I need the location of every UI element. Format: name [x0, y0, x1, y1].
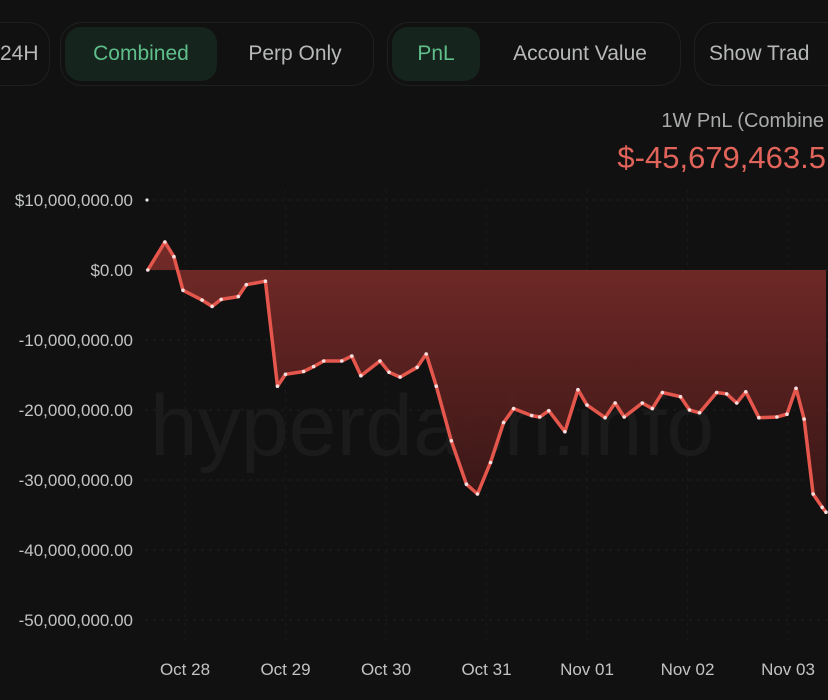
cursor-dot [145, 198, 149, 202]
data-point [537, 415, 542, 419]
data-point [824, 510, 828, 514]
x-tick-label: Oct 28 [160, 660, 210, 679]
pnl-summary-value: $-45,679,463.5 [617, 140, 826, 175]
data-point [622, 415, 626, 419]
data-point [311, 364, 316, 369]
data-point [714, 390, 719, 395]
y-tick-label: $10,000,000.00 [15, 191, 133, 210]
data-point [488, 460, 493, 465]
data-point [146, 268, 150, 272]
data-point [181, 288, 185, 293]
data-point [802, 417, 806, 421]
data-point [263, 279, 268, 284]
data-point [724, 392, 729, 396]
combined-button[interactable]: Combined [65, 27, 217, 81]
x-tick-label: Oct 29 [260, 660, 310, 679]
account-value-button[interactable]: Account Value [513, 42, 647, 65]
range-24h-button[interactable]: 24H [0, 42, 39, 65]
data-point [424, 352, 429, 356]
grid-lines [145, 190, 828, 640]
data-point [757, 415, 761, 420]
data-point [547, 408, 551, 413]
data-point [660, 390, 665, 395]
data-point [475, 492, 480, 496]
data-point [820, 505, 824, 510]
y-axis: $10,000,000.00 $0.00 -10,000,000.00 -20,000… [15, 191, 133, 630]
show-trades-group: Show Trad [694, 22, 828, 86]
data-point [434, 384, 439, 389]
watermark: hyperdash.info [150, 378, 714, 474]
pnl-summary-title: 1W PnL (Combine [661, 110, 824, 132]
data-point [464, 482, 469, 487]
data-point [794, 386, 798, 391]
data-point [775, 415, 779, 419]
x-axis: Oct 28 Oct 29 Oct 30 Oct 31 Nov 01 Nov 02 Nov … [160, 660, 815, 679]
data-point [359, 373, 363, 378]
pnl-points [145, 198, 828, 514]
scope-toggle-group: Combined Perp Only [60, 22, 374, 86]
data-point [811, 492, 815, 496]
data-point [511, 406, 516, 411]
range-group: 24H [0, 22, 50, 86]
x-tick-label: Nov 01 [560, 660, 614, 679]
data-point [449, 439, 454, 443]
data-point [734, 401, 739, 405]
data-point [613, 401, 617, 405]
data-point [321, 359, 326, 363]
data-point [350, 354, 354, 358]
data-point [529, 413, 534, 418]
data-point [378, 359, 382, 363]
data-point [339, 359, 344, 363]
y-tick-label: -30,000,000.00 [19, 471, 133, 490]
y-tick-label: -20,000,000.00 [19, 401, 133, 420]
data-point [172, 254, 176, 259]
x-tick-label: Oct 31 [461, 660, 511, 679]
x-tick-label: Nov 02 [661, 660, 715, 679]
data-point [200, 298, 204, 302]
data-point [301, 369, 306, 374]
data-point [387, 370, 391, 375]
data-point [687, 408, 692, 412]
data-point [576, 387, 580, 392]
data-point [219, 297, 223, 302]
data-point [210, 304, 214, 309]
data-point [563, 429, 567, 434]
x-tick-label: Oct 30 [361, 660, 411, 679]
metric-toggle-group: PnL Account Value [387, 22, 681, 86]
data-point [743, 390, 748, 394]
data-point [585, 403, 589, 407]
pnl-area-fill [147, 242, 827, 513]
data-point [650, 406, 655, 411]
data-point [415, 365, 419, 370]
data-point [603, 415, 607, 420]
data-point [678, 394, 683, 399]
data-point [275, 384, 280, 389]
data-point [398, 375, 402, 379]
data-point [501, 420, 506, 425]
data-point [236, 294, 241, 299]
pnl-series-line [146, 240, 828, 514]
data-point [785, 412, 789, 417]
data-point [163, 240, 167, 244]
y-tick-label: -10,000,000.00 [19, 331, 133, 350]
pnl-button[interactable]: PnL [392, 27, 480, 81]
y-tick-label: -50,000,000.00 [19, 611, 133, 630]
y-tick-label: -40,000,000.00 [19, 541, 133, 560]
data-point [640, 401, 645, 405]
perp-only-button[interactable]: Perp Only [248, 42, 342, 65]
data-point [244, 282, 249, 287]
show-trades-button[interactable]: Show Trad [709, 42, 810, 65]
data-point [283, 372, 288, 377]
y-tick-label: $0.00 [90, 261, 133, 280]
data-point [697, 411, 702, 415]
x-tick-label: Nov 03 [761, 660, 815, 679]
